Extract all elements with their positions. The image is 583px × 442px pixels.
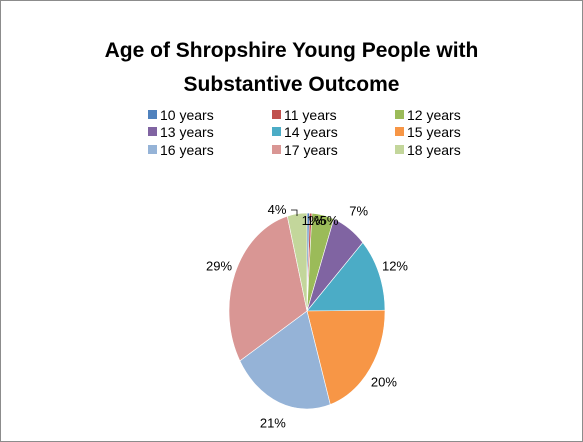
legend-label: 18 years <box>407 142 461 158</box>
legend-swatch <box>148 145 157 154</box>
legend-label: 16 years <box>160 142 214 158</box>
data-label-18-years: 4% <box>268 202 287 217</box>
legend-label: 11 years <box>284 107 337 123</box>
legend-swatch <box>148 110 157 119</box>
legend-label: 14 years <box>284 124 338 140</box>
legend-label: 12 years <box>407 107 461 123</box>
legend-swatch <box>272 110 281 119</box>
data-label-13-years: 7% <box>349 204 368 219</box>
pie-slice-15-years <box>306 309 386 405</box>
legend-label: 13 years <box>160 124 214 140</box>
pie-slice-16-years <box>239 310 331 410</box>
leader-line-18-years <box>291 209 298 216</box>
legend-swatch <box>395 127 404 136</box>
legend-swatch <box>395 145 404 154</box>
legend-swatch <box>272 127 281 136</box>
legend-swatch <box>395 110 404 119</box>
data-label-15-years: 20% <box>371 374 397 389</box>
data-label-extra-0: 1% <box>307 213 326 228</box>
pie-slice-14-years <box>306 242 386 312</box>
legend-swatch <box>148 127 157 136</box>
data-label-17-years: 29% <box>206 258 232 273</box>
data-label-11-years: 1% <box>302 213 321 228</box>
legend-label: 15 years <box>407 124 461 140</box>
data-label-16-years: 21% <box>260 416 286 431</box>
chart-title-line-2: Substantive Outcome <box>183 73 400 96</box>
chart-legend: 10 years 11 years 12 years 13 years 14 years… <box>0 0 583 200</box>
legend-label: 17 years <box>284 142 338 158</box>
data-label-14-years: 12% <box>382 258 408 273</box>
pie-slice-17-years <box>228 215 308 362</box>
chart-title-line-1: Age of Shropshire Young People with <box>104 39 479 62</box>
legend-swatch <box>272 145 281 154</box>
data-label-12-years: 5% <box>320 213 339 228</box>
chart-title: Age of Shropshire Young People with Subs… <box>0 34 583 102</box>
legend-label: 10 years <box>160 107 214 123</box>
